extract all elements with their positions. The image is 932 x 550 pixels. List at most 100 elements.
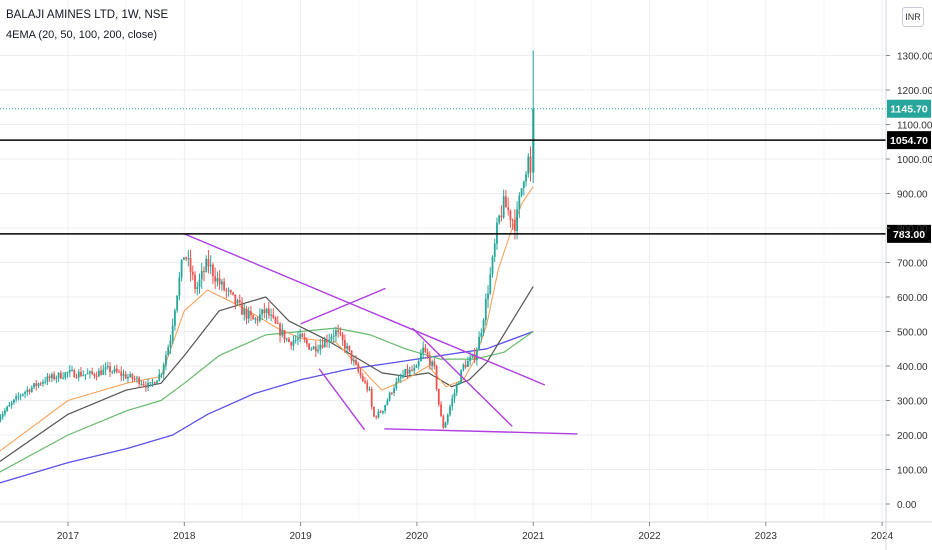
candle-body bbox=[185, 257, 187, 259]
candle-body bbox=[120, 371, 123, 376]
candle-body bbox=[245, 308, 248, 319]
candle-body bbox=[252, 315, 255, 320]
candle-body bbox=[82, 375, 85, 377]
candle-body bbox=[200, 271, 203, 280]
candle-body bbox=[326, 339, 328, 343]
candle-body bbox=[516, 209, 518, 232]
candle-body bbox=[220, 281, 223, 285]
candle-body bbox=[502, 196, 505, 218]
time-axis[interactable]: 2017 2018 2019 2020 2021 2022 2023 2024 bbox=[0, 521, 932, 542]
candle-body bbox=[413, 367, 416, 371]
trendline[interactable] bbox=[384, 428, 578, 435]
candle-body bbox=[288, 338, 290, 343]
candle-body bbox=[274, 317, 277, 324]
candle-body bbox=[509, 210, 512, 220]
candle-body bbox=[234, 294, 237, 304]
candle-body bbox=[169, 340, 172, 348]
horizontal-level-label: 1054.70 bbox=[890, 135, 928, 147]
candle-body bbox=[118, 371, 120, 373]
candle-body bbox=[127, 376, 129, 379]
candle-body bbox=[174, 310, 176, 326]
time-tick-label: 2017 bbox=[57, 531, 80, 542]
trendline[interactable] bbox=[411, 327, 513, 427]
candle-body bbox=[511, 219, 514, 221]
candle-body bbox=[42, 382, 44, 384]
candle-body bbox=[95, 375, 98, 377]
candle-body bbox=[449, 406, 451, 415]
candle-body bbox=[111, 371, 114, 373]
candle-body bbox=[312, 346, 315, 350]
candle-body bbox=[198, 279, 201, 287]
candle-body bbox=[53, 374, 56, 379]
candle-body bbox=[176, 295, 179, 311]
candle-body bbox=[19, 395, 22, 397]
candle-body bbox=[48, 376, 51, 379]
price-tick-label: 1100.00 bbox=[897, 121, 932, 132]
candle-body bbox=[28, 389, 31, 392]
candle-body bbox=[115, 368, 118, 372]
candle-body bbox=[6, 406, 9, 411]
time-tick-label: 2021 bbox=[522, 531, 545, 542]
indicator-legend[interactable]: 4EMA (20, 50, 100, 200, close) bbox=[6, 29, 158, 41]
candle-body bbox=[406, 369, 409, 374]
candle-body bbox=[178, 277, 181, 296]
candle-body bbox=[442, 416, 445, 428]
candle-body bbox=[373, 406, 375, 417]
candle-body bbox=[165, 355, 167, 366]
time-tick-label: 2020 bbox=[406, 531, 429, 542]
candle-body bbox=[310, 349, 313, 351]
candle-body bbox=[227, 290, 230, 292]
candle-body bbox=[216, 278, 219, 282]
candle-body bbox=[303, 337, 306, 340]
trendline[interactable] bbox=[300, 287, 386, 325]
candle-body bbox=[370, 389, 373, 407]
candle-body bbox=[279, 323, 281, 336]
candle-body bbox=[319, 344, 322, 350]
candle-body bbox=[507, 207, 510, 211]
candle-body bbox=[343, 340, 346, 349]
candle-body bbox=[332, 335, 335, 337]
candle-body bbox=[437, 388, 440, 405]
candle-body bbox=[182, 257, 185, 260]
horizontal-level-label-bg bbox=[887, 224, 931, 243]
candle-body bbox=[388, 392, 391, 401]
candle-body bbox=[379, 411, 382, 413]
candle-body bbox=[156, 380, 158, 384]
candle-body bbox=[308, 343, 310, 350]
candle-body bbox=[433, 361, 436, 366]
candle-body bbox=[402, 374, 404, 378]
candle-body bbox=[147, 382, 149, 388]
candle-body bbox=[350, 350, 353, 361]
candle-body bbox=[180, 259, 183, 278]
candle-body bbox=[404, 369, 407, 375]
price-tick-label: 1000.00 bbox=[897, 155, 932, 166]
candle-body bbox=[191, 271, 194, 275]
ema-lines bbox=[0, 186, 534, 484]
candle-body bbox=[382, 410, 384, 413]
candle-body bbox=[489, 274, 492, 294]
trendline-drawings[interactable] bbox=[184, 233, 578, 435]
candle-body bbox=[250, 311, 252, 316]
candle-body bbox=[453, 392, 456, 399]
candle-body bbox=[207, 258, 210, 267]
horizontal-level-label-bg bbox=[887, 131, 931, 150]
horizontal-levels[interactable]: 1145.70 1054.70 783.00 bbox=[0, 99, 931, 243]
candle-body bbox=[301, 333, 304, 338]
candle-body bbox=[135, 377, 138, 379]
candle-body bbox=[314, 346, 317, 352]
currency-badge[interactable]: INR bbox=[902, 7, 924, 27]
candle-body bbox=[129, 374, 132, 377]
price-axis[interactable]: 0.00 100.00 200.00 300.00 400.00 500.00 600.00… bbox=[885, 0, 932, 550]
candle-body bbox=[518, 195, 521, 210]
price-tick-label: 900.00 bbox=[897, 190, 928, 201]
candle-body bbox=[89, 371, 91, 374]
candle-body bbox=[491, 256, 494, 275]
trendline[interactable] bbox=[318, 368, 366, 431]
candle-body bbox=[205, 258, 208, 272]
candle-body bbox=[46, 376, 49, 382]
trendline[interactable] bbox=[184, 233, 546, 386]
candle-body bbox=[194, 274, 196, 289]
candle-body bbox=[281, 330, 284, 336]
candle-body bbox=[263, 309, 266, 314]
